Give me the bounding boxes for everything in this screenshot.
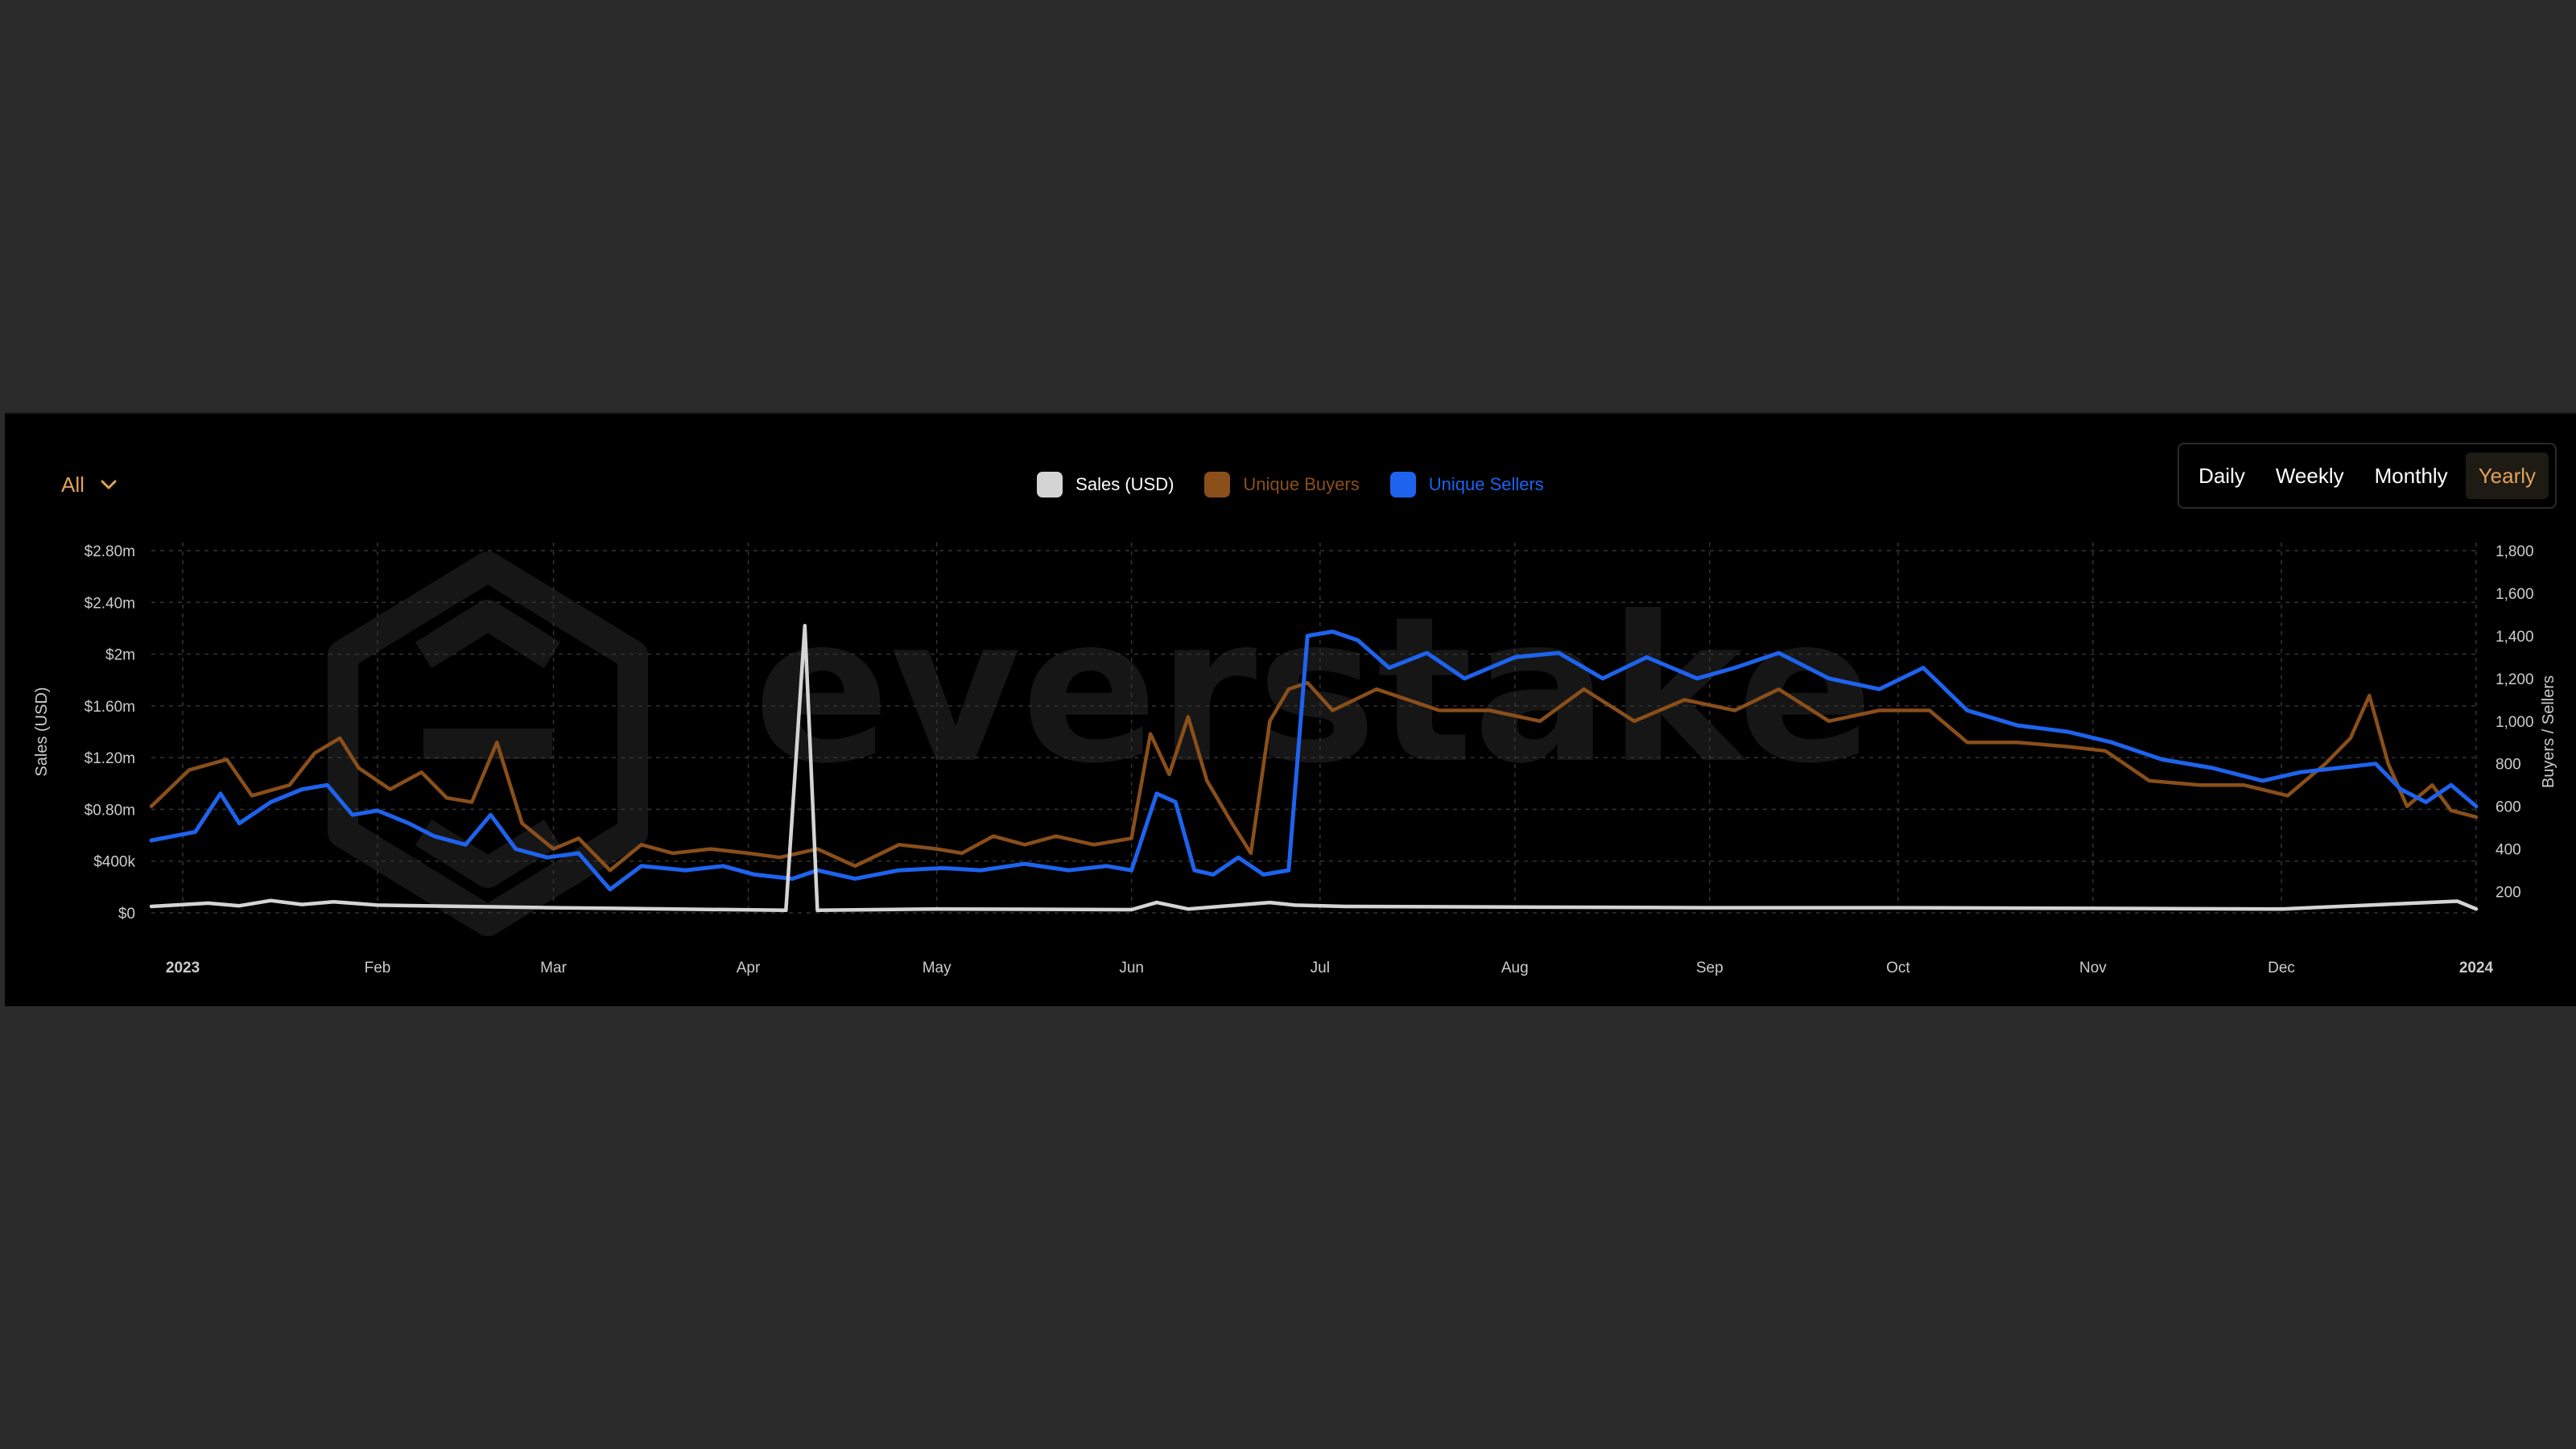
watermark-logo-icon [328,551,648,936]
legend-label-buyers: Unique Buyers [1243,474,1360,494]
legend-label-sales: Sales (USD) [1075,474,1174,494]
y-left-tick-label: $400k [93,854,135,871]
x-tick-label: 2023 [166,960,200,976]
legend-swatch-buyers [1204,472,1231,497]
range-weekly-button[interactable]: Weekly [2275,463,2344,488]
legend-swatch-sales [1037,472,1063,497]
asset-filter-label: All [61,472,85,497]
time-range-selector: Daily Weekly Monthly Yearly [2178,443,2557,509]
chevron-down-icon [101,480,117,489]
y-right-tick-label: 600 [2496,799,2521,816]
x-tick-label: Feb [365,960,391,976]
legend-swatch-sellers [1389,472,1416,497]
x-tick-label: Aug [1501,960,1529,976]
y-left-tick-label: $2.40m [85,595,135,612]
y-left-tick-label: $2.80m [85,543,135,560]
x-tick-label: Jul [1311,960,1330,976]
axes: $0 $400k $0.80m $1.20m $1.60m $2m $2.40m $2.80m… [33,543,2557,976]
x-tick-label: Apr [737,960,761,976]
y-right-tick-label: 800 [2496,757,2521,774]
y-right-axis-title: Buyers / Sellers [2540,675,2557,788]
legend-item-buyers[interactable]: Unique Buyers [1204,472,1360,497]
legend-item-sales[interactable]: Sales (USD) [1037,472,1174,497]
y-left-tick-label: $0.80m [85,802,135,819]
y-left-tick-label: $2m [105,647,135,664]
y-right-tick-label: 1,200 [2496,671,2534,688]
x-tick-label: Oct [1886,960,1910,976]
x-tick-label: Dec [2268,960,2295,976]
y-right-tick-label: 1,400 [2496,629,2534,646]
x-tick-label: 2024 [2459,960,2494,976]
grid [151,543,2477,914]
legend-label-sellers: Unique Sellers [1428,474,1544,494]
y-left-axis-title: Sales (USD) [33,687,51,776]
series-line-sellers [149,630,2479,892]
y-right-tick-label: 1,000 [2496,714,2534,731]
x-tick-label: Mar [540,960,567,976]
range-daily-button[interactable]: Daily [2198,463,2245,488]
range-monthly-button[interactable]: Monthly [2374,463,2448,488]
legend-item-sellers[interactable]: Unique Sellers [1389,472,1544,497]
x-tick-label: Sep [1696,960,1724,976]
y-right-tick-label: 400 [2496,842,2521,859]
y-right-tick-label: 1,600 [2496,586,2534,603]
y-left-tick-label: $0 [118,906,135,923]
y-left-tick-label: $1.20m [85,750,135,767]
x-tick-label: Jun [1119,960,1144,976]
y-left-tick-label: $1.60m [85,699,135,716]
x-tick-label: May [923,960,952,976]
asset-filter-dropdown[interactable]: All [61,457,117,512]
legend: Sales (USD) Unique Buyers Unique Sellers [5,457,2576,512]
y-right-tick-label: 200 [2496,885,2521,902]
series-layer [149,623,2479,913]
series-line-buyers [149,680,2479,873]
y-right-tick-label: 1,800 [2496,543,2534,560]
x-tick-label: Nov [2079,960,2107,976]
chart-canvas: everstake $0 $400k $0.80m $1.20m $1.60m $2m $2… [33,543,2557,976]
chart-panel: everstake $0 $400k $0.80m $1.20m $1.60m $2m $2… [5,412,2576,1006]
watermark: everstake [328,551,1873,936]
range-yearly-button[interactable]: Yearly [2465,452,2549,499]
series-line-sales [149,623,2479,913]
